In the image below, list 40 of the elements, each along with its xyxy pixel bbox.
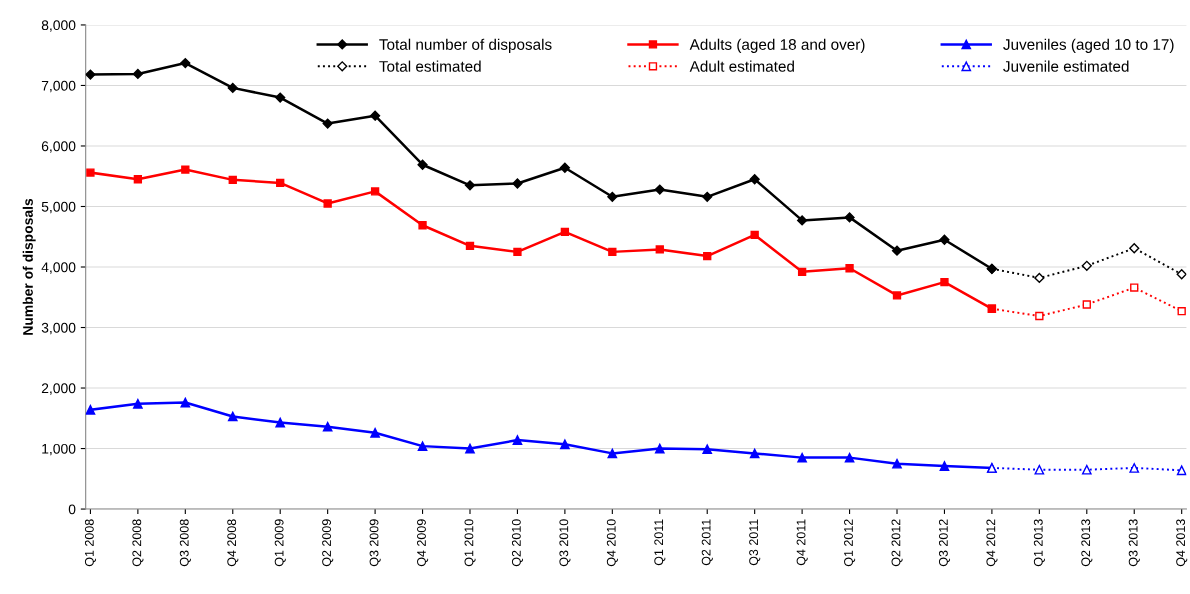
legend-label: Adults (aged 18 and over): [689, 38, 865, 53]
y-axis-title: Number of disposals: [22, 198, 36, 335]
x-tick-label: Q2 2011: [701, 519, 713, 566]
x-tick-label: Q4 2010: [606, 519, 618, 567]
x-tick-label: Q1 2011: [654, 519, 666, 566]
x-tick-label: Q4 2013: [1176, 519, 1188, 567]
x-tick-label: Q1 2013: [1033, 519, 1045, 567]
x-tick-label: Q3 2012: [938, 519, 951, 567]
x-tick-label: Q4 2009: [417, 519, 429, 567]
x-tick-label: Q2 2008: [132, 519, 144, 567]
x-tick-label: Q2 2013: [1081, 519, 1093, 567]
x-tick-label: Q4 2008: [227, 519, 239, 567]
y-tick-label: 0: [68, 504, 76, 515]
y-tick-label: 6,000: [41, 141, 76, 153]
x-tick-label: Q3 2010: [559, 519, 571, 567]
y-tick-label: 2,000: [41, 383, 76, 395]
x-tick-label: Q3 2011: [749, 519, 761, 566]
legend-label: Total estimated: [379, 60, 481, 72]
y-tick-label: 1,000: [42, 443, 76, 456]
x-tick-label: Q1 2008: [84, 519, 97, 567]
legend-label: Juveniles (aged 10 to 17): [1003, 38, 1174, 53]
legend-label: Juvenile estimated: [1003, 60, 1129, 72]
x-tick-label: Q1 2012: [844, 519, 856, 567]
legend-label: Total number of disposals: [379, 38, 552, 53]
x-tick-label: Q2 2012: [891, 519, 903, 567]
x-tick-label: Q4 2011: [796, 519, 808, 566]
x-tick-label: Q3 2008: [179, 519, 191, 567]
x-tick-label: Q1 2009: [274, 519, 286, 567]
y-tick-label: 8,000: [41, 20, 76, 32]
y-tick-label: 7,000: [41, 80, 76, 93]
x-tick-label: Q3 2013: [1128, 519, 1140, 567]
y-tick-label: 5,000: [41, 201, 76, 214]
y-tick-label: 3,000: [41, 322, 76, 335]
x-tick-label: Q2 2010: [511, 519, 524, 567]
x-tick-label: Q2 2009: [322, 519, 334, 567]
y-tick-label: 4,000: [41, 262, 76, 274]
x-tick-label: Q4 2012: [986, 519, 998, 567]
x-tick-label: Q1 2010: [464, 519, 476, 567]
x-tick-label: Q3 2009: [369, 519, 381, 567]
legend-label: Adult estimated: [689, 60, 794, 72]
